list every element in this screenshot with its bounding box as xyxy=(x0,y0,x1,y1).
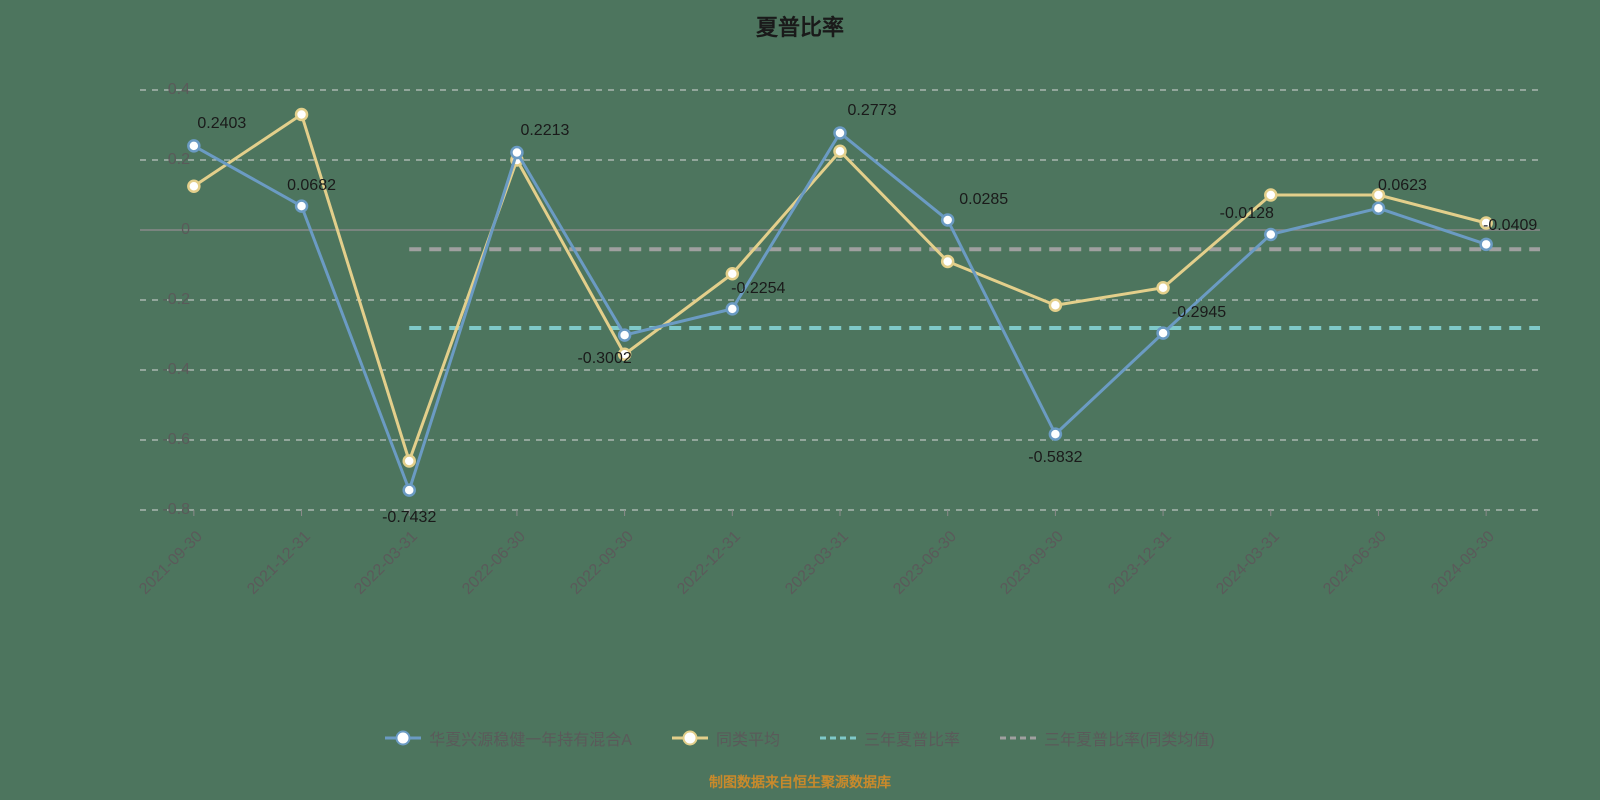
legend-item: 三年夏普比率 xyxy=(820,726,960,750)
plot-area xyxy=(140,90,1540,510)
y-tick-label: 0 xyxy=(130,221,190,239)
legend-label: 华夏兴源稳健一年持有混合A xyxy=(429,726,632,750)
data-point-label: -0.7432 xyxy=(382,509,436,527)
data-point-label: -0.3002 xyxy=(577,350,631,368)
legend-swatch xyxy=(672,731,708,745)
x-tick-label: 2022-03-31 xyxy=(339,528,422,611)
y-tick-label: -0.8 xyxy=(130,501,190,519)
legend-swatch xyxy=(1000,731,1036,745)
x-tick-label: 2023-12-31 xyxy=(1092,528,1175,611)
legend-label: 同类平均 xyxy=(716,726,780,750)
legend-item: 华夏兴源稳健一年持有混合A xyxy=(385,726,632,750)
x-tick-label: 2021-12-31 xyxy=(231,528,314,611)
x-tick-label: 2024-06-30 xyxy=(1308,528,1391,611)
x-tick-label: 2023-06-30 xyxy=(877,528,960,611)
y-tick-label: 0.2 xyxy=(130,151,190,169)
legend-swatch xyxy=(385,731,421,745)
chart-title: 夏普比率 xyxy=(0,10,1600,42)
data-point-label: 0.2213 xyxy=(520,122,569,140)
data-point-label: 0.2403 xyxy=(197,115,246,133)
chart-svg xyxy=(140,90,1540,510)
legend-item: 同类平均 xyxy=(672,726,780,750)
legend: 华夏兴源稳健一年持有混合A 同类平均 三年夏普比率 三年夏普比率(同类均值) xyxy=(0,726,1600,750)
legend-item: 三年夏普比率(同类均值) xyxy=(1000,726,1215,750)
x-tick-label: 2023-09-30 xyxy=(985,528,1068,611)
legend-label: 三年夏普比率 xyxy=(864,726,960,750)
x-tick-label: 2024-03-31 xyxy=(1200,528,1283,611)
data-point-label: 0.0682 xyxy=(287,177,336,195)
data-point-label: -0.0128 xyxy=(1220,205,1274,223)
x-tick-label: 2021-09-30 xyxy=(123,528,206,611)
chart-container: 夏普比率 -0.8 -0.6 -0.4 -0.2 0 0.2 0.4 2021-09-30 2… xyxy=(0,0,1600,800)
x-tick-label: 2022-09-30 xyxy=(554,528,637,611)
footer-text: 制图数据来自恒生聚源数据库 xyxy=(0,772,1600,792)
x-tick-label: 2022-12-31 xyxy=(662,528,745,611)
legend-label: 三年夏普比率(同类均值) xyxy=(1044,726,1215,750)
x-tick-label: 2022-06-30 xyxy=(446,528,529,611)
data-point-label: -0.2945 xyxy=(1172,304,1226,322)
y-tick-label: -0.4 xyxy=(130,361,190,379)
data-point-label: -0.2254 xyxy=(731,280,785,298)
data-point-label: 0.0285 xyxy=(959,191,1008,209)
data-point-label: 0.0623 xyxy=(1378,177,1427,195)
data-point-label: -0.0409 xyxy=(1483,217,1537,235)
y-tick-label: -0.2 xyxy=(130,291,190,309)
y-tick-label: -0.6 xyxy=(130,431,190,449)
legend-swatch xyxy=(820,731,856,745)
data-point-label: 0.2773 xyxy=(848,102,897,120)
y-tick-label: 0.4 xyxy=(130,81,190,99)
data-point-label: -0.5832 xyxy=(1028,449,1082,467)
x-tick-label: 2024-09-30 xyxy=(1415,528,1498,611)
x-tick-label: 2023-03-31 xyxy=(769,528,852,611)
